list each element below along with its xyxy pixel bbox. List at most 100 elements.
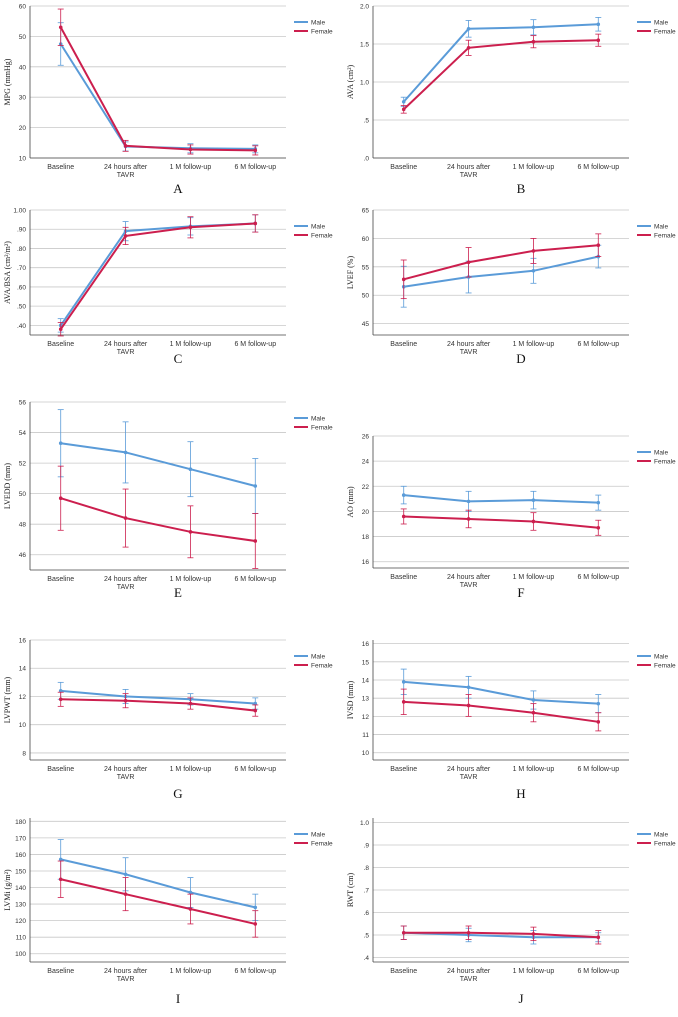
legend-label: Female — [311, 29, 333, 36]
x-tick-label: 6 M follow-up — [234, 766, 276, 773]
data-point — [58, 857, 63, 862]
x-tick-label: 6 M follow-up — [577, 574, 619, 581]
x-tick-label: 24 hours after — [104, 164, 148, 171]
y-tick-label: 30 — [19, 95, 27, 102]
data-point — [596, 720, 601, 724]
x-tick-label: 24 hours after — [447, 968, 491, 975]
x-tick-label: 6 M follow-up — [577, 968, 619, 975]
y-tick-label: 14 — [19, 666, 27, 673]
legend-label: Male — [654, 224, 668, 231]
y-tick-label: 56 — [19, 400, 27, 407]
x-tick-label: 1 M follow-up — [513, 574, 555, 581]
legend-label: Female — [654, 663, 676, 670]
y-tick-label: .60 — [17, 284, 26, 291]
data-point — [188, 530, 193, 534]
y-tick-label: .8 — [364, 865, 370, 872]
data-point — [531, 39, 536, 44]
data-point — [466, 260, 471, 265]
y-tick-label: 16 — [362, 559, 370, 566]
data-point — [466, 685, 471, 690]
series-line-female — [59, 222, 256, 330]
series-line-male — [403, 494, 599, 504]
y-tick-label: 18 — [362, 534, 370, 541]
series-line-male — [403, 680, 599, 705]
x-tick-label: 1 M follow-up — [170, 341, 212, 348]
x-tick-label: Baseline — [390, 164, 417, 171]
data-point — [58, 496, 63, 501]
series-line-male — [403, 255, 599, 288]
panel-caption: J — [518, 991, 523, 1006]
y-tick-label: 10 — [19, 722, 27, 729]
x-tick-label: 24 hours after — [447, 574, 491, 581]
legend-label: Female — [654, 459, 676, 466]
x-tick-label: Baseline — [390, 574, 417, 581]
data-point — [531, 698, 536, 702]
series-line-male — [60, 689, 256, 705]
data-point — [596, 22, 601, 27]
y-tick-label: 50 — [362, 293, 370, 300]
data-point — [531, 249, 536, 253]
chart-panel-h: 10 11 12 13 14 15 16 Baseline 24 hours afterTAVR… — [346, 640, 676, 801]
y-tick-label: .80 — [17, 246, 26, 253]
x-tick-label: Baseline — [47, 968, 74, 975]
x-tick-label: 1 M follow-up — [170, 576, 212, 583]
x-tick-label: Baseline — [47, 164, 74, 171]
series-line-female — [403, 39, 599, 111]
y-tick-label: 1.00 — [13, 208, 26, 215]
y-tick-label: .70 — [17, 265, 26, 272]
y-tick-label: .5 — [364, 118, 370, 125]
y-axis-label: LVPWT (mm) — [3, 676, 12, 723]
data-point — [401, 107, 406, 112]
y-tick-label: .9 — [364, 843, 370, 850]
x-tick-label: 6 M follow-up — [234, 341, 276, 348]
legend-label: Male — [311, 224, 325, 231]
chart-panel-j: .4 .5 .6 .7 .8 .9 1.0 Baseline 24 hours afterTAV… — [346, 818, 676, 1006]
x-tick-label: 6 M follow-up — [234, 576, 276, 583]
y-tick-label: 50 — [19, 34, 27, 41]
data-point — [401, 99, 406, 104]
y-tick-label: 2.0 — [360, 4, 369, 11]
y-tick-label: 120 — [15, 918, 26, 925]
data-point — [596, 525, 601, 530]
x-tick-label: 24 hours after — [447, 341, 491, 348]
panel-caption: C — [174, 351, 183, 366]
y-tick-label: 50 — [19, 491, 27, 498]
data-point — [123, 516, 128, 520]
y-tick-label: .50 — [17, 304, 26, 311]
data-point — [466, 499, 471, 504]
y-tick-label: 22 — [362, 484, 370, 491]
y-tick-label: .0 — [364, 156, 370, 163]
y-tick-label: 160 — [15, 852, 26, 859]
x-tick-label: 1 M follow-up — [513, 968, 555, 975]
x-tick-label: 6 M follow-up — [234, 968, 276, 975]
series-line-male — [403, 931, 599, 939]
panel-caption: A — [173, 181, 183, 196]
panel-caption: I — [176, 991, 180, 1006]
data-point — [401, 930, 406, 935]
series-line-female — [403, 244, 599, 281]
data-point — [596, 701, 601, 706]
y-tick-label: .7 — [364, 888, 370, 895]
y-tick-label: 12 — [362, 714, 370, 721]
data-point — [466, 27, 471, 31]
data-point — [58, 877, 63, 882]
panel-caption: E — [174, 585, 182, 600]
legend-label: Male — [311, 20, 325, 27]
y-tick-label: 11 — [362, 732, 369, 739]
y-axis-label: MPG (mmHg) — [3, 58, 12, 105]
x-tick-label: 6 M follow-up — [577, 766, 619, 773]
y-axis-label: LVMi (g/m²) — [3, 869, 12, 911]
data-point — [58, 697, 63, 702]
y-tick-label: 65 — [362, 208, 370, 215]
series-line-male — [60, 858, 256, 909]
y-tick-label: 1.0 — [360, 820, 369, 827]
x-tick-label: TAVR — [117, 349, 135, 356]
legend-label: Male — [654, 832, 668, 839]
y-tick-label: 1.0 — [360, 80, 369, 87]
y-tick-label: 48 — [19, 522, 27, 529]
x-tick-label: 1 M follow-up — [170, 164, 212, 171]
data-point — [123, 144, 128, 148]
x-tick-label: 1 M follow-up — [170, 766, 212, 773]
